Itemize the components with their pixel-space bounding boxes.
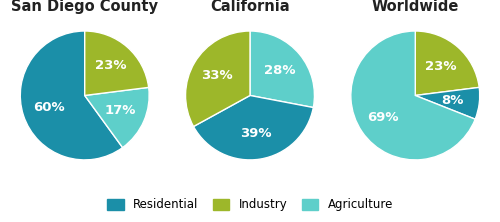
Title: San Diego County: San Diego County [11,0,158,14]
Wedge shape [186,31,250,127]
Text: 17%: 17% [104,104,136,117]
Text: 33%: 33% [201,69,232,82]
Wedge shape [84,31,148,95]
Wedge shape [194,95,314,160]
Wedge shape [416,87,480,119]
Wedge shape [84,87,149,148]
Text: 23%: 23% [425,60,456,73]
Legend: Residential, Industry, Agriculture: Residential, Industry, Agriculture [102,194,398,216]
Wedge shape [416,31,479,95]
Text: 39%: 39% [240,127,272,140]
Title: California: California [210,0,290,14]
Wedge shape [20,31,122,160]
Text: 69%: 69% [368,111,399,124]
Text: 60%: 60% [34,101,65,113]
Title: Worldwide: Worldwide [372,0,459,14]
Text: 28%: 28% [264,64,296,77]
Text: 23%: 23% [96,59,127,72]
Wedge shape [351,31,475,160]
Wedge shape [250,31,314,107]
Text: 8%: 8% [441,94,464,107]
